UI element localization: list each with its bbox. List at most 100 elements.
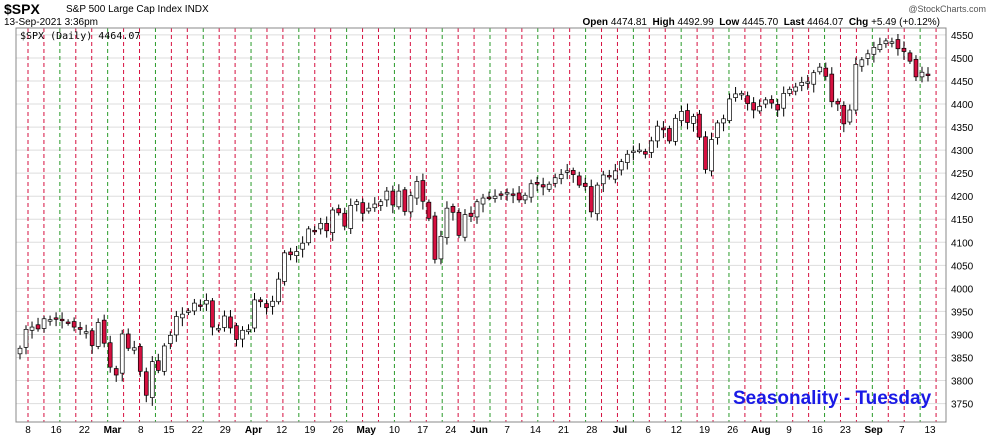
candle-up [691, 116, 696, 124]
y-axis: 3750 3800 3850 3900 3950 4000 4050 4100 4150 4200… [951, 31, 974, 411]
x-tick-label: 14 [530, 425, 542, 436]
open-value: 4474.81 [610, 17, 647, 28]
low-value: 4445.70 [742, 17, 779, 28]
candle-up [805, 81, 811, 84]
candle-down [210, 300, 215, 328]
y-tick-label: 4300 [951, 146, 974, 157]
candle-up [29, 326, 35, 331]
candle-down [486, 196, 492, 199]
chg-label: Chg [848, 17, 869, 28]
candle-down [745, 95, 750, 104]
candle-down [264, 303, 269, 309]
candle-down [498, 193, 504, 196]
candle-down [342, 212, 348, 227]
candle-up [528, 183, 534, 198]
candle-up [919, 71, 925, 78]
candle-up [739, 93, 744, 96]
candle-up [366, 207, 372, 212]
y-tick-label: 4350 [951, 123, 974, 134]
candle-down [288, 251, 293, 256]
y-tick-label: 3900 [951, 330, 974, 341]
x-tick-label: Aug [751, 425, 770, 436]
x-tick-label: 8 [25, 425, 31, 436]
candle-up [673, 117, 678, 142]
candle-up [174, 316, 179, 336]
candle-up [23, 329, 29, 348]
candle-up [408, 195, 414, 213]
plot-frame [15, 27, 947, 423]
candle-down [841, 105, 847, 125]
x-tick-label: Apr [245, 425, 262, 436]
candle-up [306, 228, 311, 244]
x-tick-label: 12 [671, 425, 683, 436]
brand-logo: @StockCharts.com [908, 4, 986, 14]
candle-up [859, 59, 865, 67]
x-tick-label: 12 [276, 425, 288, 436]
x-tick-label: 29 [220, 425, 232, 436]
x-tick-label: 16 [812, 425, 824, 436]
candle-up [83, 331, 89, 334]
x-tick-label: 8 [138, 425, 144, 436]
candle-down [402, 189, 408, 212]
candle-down [35, 324, 41, 330]
candle-up [546, 183, 552, 190]
candle-up [613, 170, 618, 180]
candle-up [625, 153, 630, 163]
candle-down [77, 327, 83, 330]
ohlc-readout: Open 4474.81 High 4492.99 Low 4445.70 La… [582, 17, 940, 28]
candle-up [149, 361, 155, 398]
candle-up [41, 318, 47, 329]
seasonality-annotation: Seasonality - Tuesday [733, 388, 932, 409]
candle-up [348, 205, 354, 229]
candle-down [258, 299, 263, 303]
candle-down [137, 346, 143, 372]
candle-down [570, 170, 576, 175]
y-tick-label: 4450 [951, 77, 974, 88]
candle-down [895, 39, 901, 50]
y-tick-label: 3750 [951, 400, 974, 411]
candle-up [715, 122, 720, 139]
x-tick-label: 6 [645, 425, 651, 436]
candle-down [53, 317, 59, 320]
candle-down [775, 104, 780, 111]
seasonality-lines [27, 28, 937, 422]
candle-down [420, 180, 426, 202]
y-tick-label: 3800 [951, 377, 974, 388]
candle-up [883, 40, 889, 45]
candle-up [600, 174, 606, 185]
candle-down [901, 47, 907, 52]
candle-up [679, 111, 684, 121]
symbol-title: $SPX [4, 1, 40, 17]
candle-up [17, 347, 23, 355]
x-tick-label: 13 [924, 425, 936, 436]
x-tick-label: 16 [51, 425, 63, 436]
candle-up [558, 174, 564, 180]
candle-up [480, 197, 486, 205]
low-label: Low [719, 17, 740, 28]
candle-down [534, 182, 540, 185]
candle-down [913, 58, 919, 78]
candle-up [552, 177, 558, 184]
candle-up [414, 181, 420, 199]
candle-down [336, 208, 342, 214]
candle-up [384, 190, 390, 201]
candle-down [588, 186, 594, 213]
candle-down [450, 205, 456, 213]
chart-legend: $SPX (Daily) 4464.07 [20, 31, 141, 42]
candle-up [817, 66, 823, 73]
x-tick-label: Sep [864, 425, 882, 436]
candle-up [192, 302, 197, 312]
candle-up [564, 170, 570, 173]
candle-down [228, 316, 233, 329]
candle-down [582, 182, 588, 187]
candle-down [835, 100, 841, 105]
candle-up [763, 99, 768, 105]
candle-up [871, 47, 877, 55]
candle-down [685, 110, 690, 123]
chart-header: $SPX S&P 500 Large Cap Index INDX 13-Sep… [0, 0, 990, 30]
candle-up [270, 300, 275, 307]
candle-up [727, 98, 732, 121]
x-tick-label: 15 [163, 425, 175, 436]
candle-up [119, 333, 125, 374]
